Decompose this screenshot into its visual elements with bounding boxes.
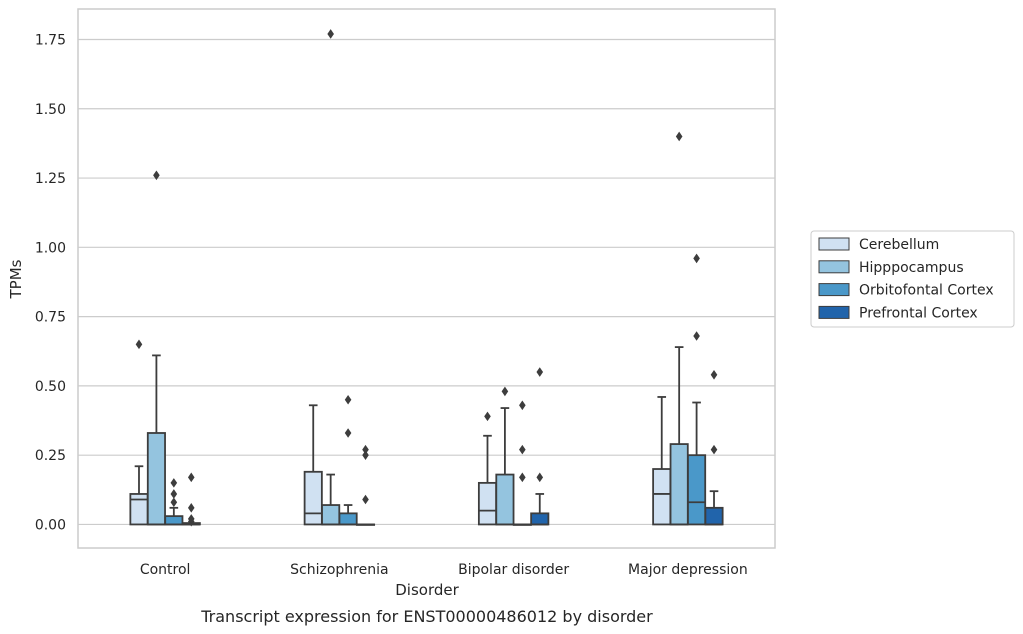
box-cerebellum [477, 411, 498, 526]
outlier-point [362, 444, 369, 455]
outlier-point [519, 444, 526, 455]
box-cerebellum [129, 339, 149, 526]
box-orbitofontal-cortex [338, 394, 358, 526]
outlier-point [344, 428, 352, 438]
outlier-point [153, 170, 160, 181]
y-tick-label: 1.00 [35, 240, 66, 256]
outlier-point [519, 400, 526, 411]
outlier-point [170, 497, 178, 508]
y-tick-label: 0.00 [35, 517, 66, 533]
y-axis-title: TPMs [7, 259, 25, 299]
box-cerebellum [652, 396, 672, 526]
box-body [669, 443, 689, 526]
legend-label: Orbitofontal Cortex [859, 283, 994, 299]
outlier-point [536, 367, 544, 377]
plot-frame [77, 8, 776, 549]
x-axis-title: Disorder [395, 581, 459, 599]
box-orbitofontal-cortex [164, 478, 184, 526]
x-tick-label: Control [140, 562, 191, 578]
box-hipppocampus [669, 131, 689, 526]
y-tick-label: 1.75 [35, 32, 66, 48]
outlier-point [710, 369, 718, 380]
box-body [652, 468, 672, 526]
outlier-point [187, 514, 195, 524]
legend-frame [810, 230, 1015, 328]
box-cerebellum [303, 404, 323, 526]
box-body [129, 493, 149, 526]
outlier-point [327, 29, 334, 39]
legend-swatch [818, 305, 850, 319]
legend-label: Prefrontal Cortex [859, 305, 978, 321]
outlier-point [536, 472, 544, 483]
y-tick-label: 0.50 [35, 379, 66, 395]
legend-label: Hipppocampus [859, 260, 964, 276]
box-prefrontal-cortex [355, 444, 376, 526]
box-body [704, 506, 724, 526]
box-orbitofontal-cortex [512, 400, 532, 526]
outlier-point [501, 386, 509, 397]
legend-swatch [818, 283, 850, 297]
grid-layer [78, 38, 775, 526]
y-tick-label: 1.25 [35, 171, 66, 187]
box-layer [129, 29, 724, 527]
outlier-point [710, 444, 718, 455]
outlier-point [519, 472, 526, 483]
x-axis-ticks: Control Schizophrenia Bipolar disorder Majo… [140, 562, 748, 578]
box-body [530, 512, 550, 526]
box-body [303, 470, 323, 526]
outlier-point [484, 411, 491, 422]
box-prefrontal-cortex [704, 369, 724, 526]
box-orbitofontal-cortex [687, 253, 707, 526]
y-tick-label: 0.75 [35, 310, 66, 326]
chart-caption: Transcript expression for ENST0000048601… [200, 607, 653, 626]
y-tick-label: 1.50 [35, 102, 66, 118]
box-body [477, 481, 498, 526]
legend-swatch [818, 237, 850, 251]
y-tick-label: 0.25 [35, 448, 66, 464]
outlier-point [693, 331, 700, 341]
box-body [146, 432, 166, 526]
box-hipppocampus [321, 29, 341, 526]
outlier-point [362, 494, 369, 505]
outlier-point [170, 478, 178, 488]
x-tick-label: Schizophrenia [290, 562, 388, 578]
outlier-point [675, 131, 683, 142]
outlier-point [693, 253, 700, 264]
box-prefrontal-cortex [181, 472, 201, 527]
box-body [164, 515, 184, 526]
outlier-point [135, 339, 143, 350]
box-hipppocampus [146, 170, 166, 526]
outlier-point [344, 394, 352, 405]
outlier-point [170, 489, 178, 499]
box-body [321, 504, 341, 526]
legend-swatch [818, 260, 850, 274]
y-axis-ticks: 0.00 0.25 0.50 0.75 1.00 1.25 1.50 1.75 [35, 32, 66, 533]
outlier-point [187, 472, 195, 483]
box-prefrontal-cortex [530, 367, 550, 526]
x-tick-label: Major depression [628, 562, 748, 578]
outlier-point [187, 503, 195, 513]
legend-label: Cerebellum [859, 237, 939, 253]
legend: Cerebellum Hipppocampus Orbitofontal Corte… [810, 230, 1015, 328]
outlier-point [362, 450, 369, 460]
box-body [338, 512, 358, 526]
x-tick-label: Bipolar disorder [458, 562, 569, 578]
box-hipppocampus [495, 386, 515, 526]
box-body [687, 454, 707, 526]
box-body [495, 473, 515, 526]
